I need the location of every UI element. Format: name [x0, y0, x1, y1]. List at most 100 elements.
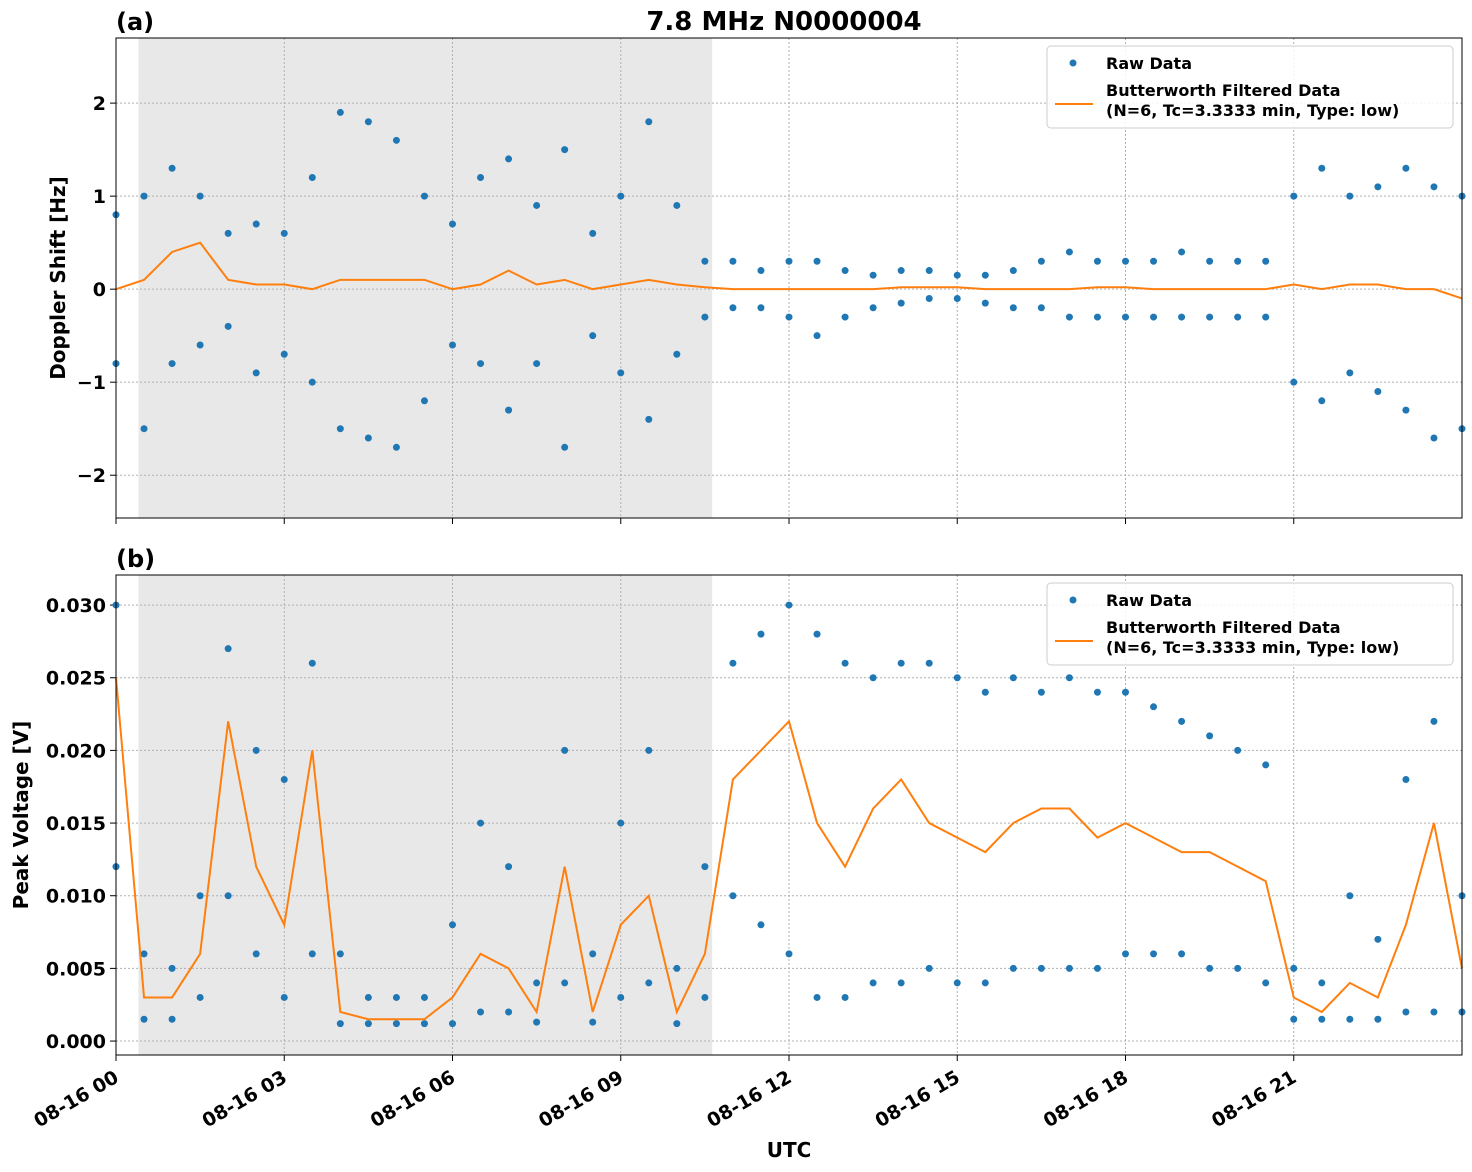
raw-point — [1430, 183, 1438, 191]
raw-point — [420, 993, 428, 1001]
raw-point — [1374, 935, 1382, 943]
raw-point — [140, 425, 148, 433]
raw-point — [561, 979, 569, 987]
raw-point — [1037, 688, 1045, 696]
raw-point — [729, 659, 737, 667]
x-axis-label: UTC — [767, 1138, 812, 1162]
raw-point — [336, 1020, 344, 1028]
figure-title: 7.8 MHz N0000004 — [646, 7, 921, 37]
raw-point — [925, 964, 933, 972]
raw-point — [1206, 964, 1214, 972]
raw-point — [505, 406, 513, 414]
raw-point — [533, 1018, 541, 1026]
raw-point — [645, 118, 653, 126]
raw-point — [673, 1020, 681, 1028]
raw-point — [392, 136, 400, 144]
raw-point — [1430, 434, 1438, 442]
legend-label: Butterworth Filtered Data (N=6, Tc=3.3333… — [1106, 618, 1399, 657]
x-tick-label: 08-16 09 — [535, 1066, 627, 1132]
raw-point — [392, 443, 400, 451]
raw-point — [757, 267, 765, 275]
raw-point — [757, 630, 765, 638]
raw-point — [1318, 164, 1326, 172]
raw-point — [1318, 979, 1326, 987]
raw-point — [168, 1015, 176, 1023]
raw-point — [1150, 257, 1158, 265]
raw-point — [224, 322, 232, 330]
plot-frame — [115, 37, 1463, 519]
raw-point — [420, 192, 428, 200]
raw-point — [841, 993, 849, 1001]
raw-point — [252, 950, 260, 958]
raw-point — [1206, 257, 1214, 265]
raw-point — [813, 257, 821, 265]
raw-point — [1402, 164, 1410, 172]
raw-point — [224, 892, 232, 900]
raw-point — [1009, 674, 1017, 682]
panel-label: (b) — [116, 545, 155, 573]
raw-point — [1122, 257, 1129, 265]
raw-point — [757, 921, 765, 929]
raw-point — [1346, 892, 1354, 900]
raw-point — [449, 341, 456, 349]
raw-point — [869, 674, 877, 682]
raw-point — [645, 415, 653, 423]
raw-point — [392, 1020, 400, 1028]
raw-point — [1290, 964, 1298, 972]
raw-point — [1374, 387, 1382, 395]
y-tick-label: 0.030 — [46, 595, 106, 617]
raw-point — [533, 360, 541, 368]
raw-point — [953, 674, 961, 682]
raw-point — [224, 645, 232, 653]
raw-point — [757, 304, 765, 312]
raw-point — [1178, 248, 1186, 256]
raw-point — [1065, 964, 1073, 972]
x-tick-label: 08-16 21 — [1208, 1066, 1300, 1132]
raw-point — [196, 993, 204, 1001]
raw-point — [1402, 1008, 1410, 1016]
raw-point — [1065, 313, 1073, 321]
raw-point — [449, 220, 456, 228]
raw-point — [701, 863, 709, 871]
raw-point — [981, 688, 989, 696]
raw-point — [1150, 313, 1158, 321]
raw-point — [1206, 732, 1214, 740]
raw-point — [364, 1020, 372, 1028]
raw-point — [252, 369, 260, 377]
raw-point — [280, 350, 288, 358]
raw-point — [1178, 717, 1186, 725]
legend-label: Butterworth Filtered Data (N=6, Tc=3.3333… — [1106, 81, 1399, 120]
y-tick-label: 0.010 — [46, 886, 106, 908]
x-tick-label: 08-16 18 — [1040, 1066, 1132, 1132]
raw-point — [140, 192, 148, 200]
raw-point — [1318, 1015, 1326, 1023]
raw-point — [1374, 1015, 1382, 1023]
raw-point — [1430, 717, 1438, 725]
raw-point — [1150, 703, 1158, 711]
raw-point — [869, 271, 877, 279]
raw-point — [645, 746, 653, 754]
raw-point — [981, 299, 989, 307]
raw-point — [1037, 964, 1045, 972]
raw-point — [1178, 950, 1186, 958]
raw-point — [1234, 257, 1242, 265]
raw-point — [785, 601, 793, 609]
raw-point — [252, 220, 260, 228]
raw-point — [785, 313, 793, 321]
raw-point — [1093, 688, 1101, 696]
legend-box — [1046, 45, 1454, 129]
raw-point — [420, 1020, 428, 1028]
raw-point — [477, 174, 485, 182]
raw-point — [252, 746, 260, 754]
raw-point — [1122, 950, 1129, 958]
raw-point — [168, 164, 176, 172]
x-tick-label: 08-16 12 — [703, 1066, 795, 1132]
raw-point — [981, 271, 989, 279]
raw-point — [617, 819, 625, 827]
filtered-line — [115, 677, 1463, 1021]
raw-point — [981, 979, 989, 987]
raw-point — [925, 659, 933, 667]
raw-point — [336, 425, 344, 433]
raw-point — [673, 964, 681, 972]
raw-point — [1402, 406, 1410, 414]
